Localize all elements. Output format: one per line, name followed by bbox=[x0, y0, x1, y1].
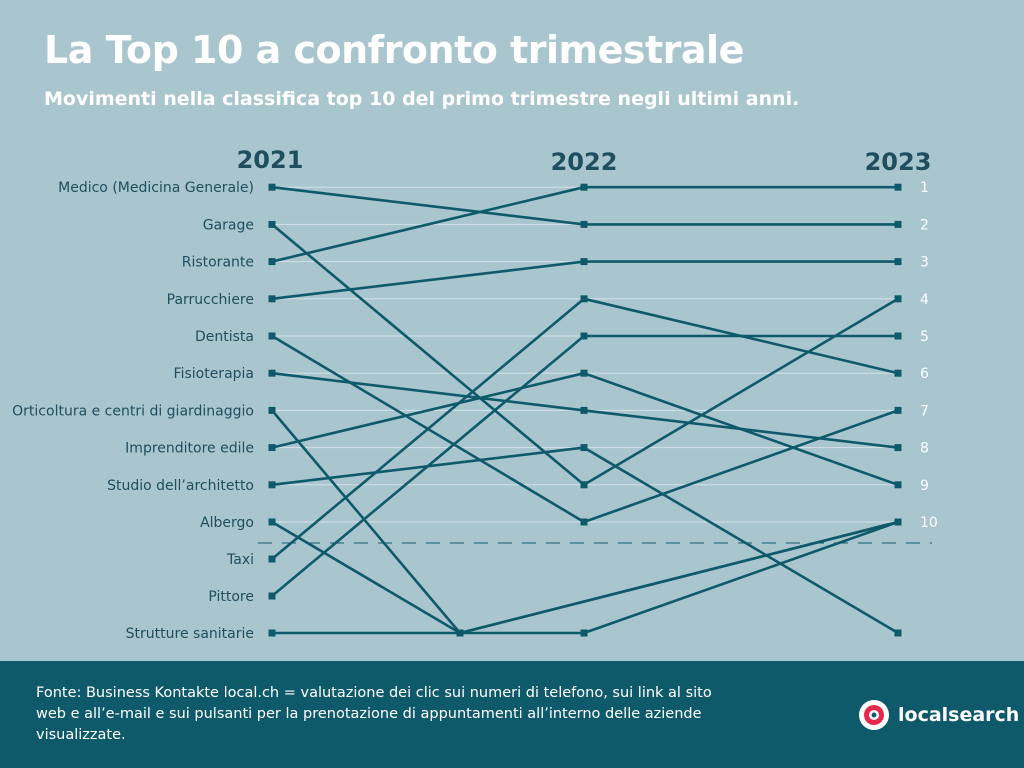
category-label: Orticoltura e centri di giardinaggio bbox=[12, 403, 254, 419]
series-point bbox=[268, 220, 276, 228]
series-point bbox=[268, 406, 276, 414]
year-label-2022: 2022 bbox=[551, 148, 618, 176]
series-point bbox=[580, 481, 588, 489]
localsearch-logo-icon bbox=[859, 700, 889, 730]
series-point bbox=[456, 629, 464, 637]
category-label: Strutture sanitarie bbox=[126, 626, 254, 642]
series-line bbox=[272, 520, 899, 635]
series-point bbox=[894, 481, 902, 489]
category-label: Imprenditore edile bbox=[125, 441, 254, 457]
series-point bbox=[268, 332, 276, 340]
series-point bbox=[580, 332, 588, 340]
rank-label-3: 3 bbox=[920, 255, 929, 271]
rank-label-5: 5 bbox=[920, 329, 929, 345]
series-point bbox=[268, 592, 276, 600]
series-point bbox=[268, 258, 276, 266]
category-label: Fisioterapia bbox=[174, 366, 254, 382]
series-point bbox=[580, 183, 588, 191]
category-label: Albergo bbox=[200, 515, 254, 531]
series-point bbox=[894, 220, 902, 228]
series-point bbox=[894, 183, 902, 191]
series-point bbox=[580, 295, 588, 303]
footer: Fonte: Business Kontakte local.ch = valu… bbox=[0, 661, 1024, 768]
series-point bbox=[894, 258, 902, 266]
logo-text: localsearch bbox=[898, 704, 1020, 726]
series-point bbox=[268, 629, 276, 637]
series-point bbox=[268, 183, 276, 191]
series-line bbox=[271, 446, 899, 635]
series-point bbox=[894, 295, 902, 303]
rank-label-6: 6 bbox=[920, 366, 929, 382]
rank-label-2: 2 bbox=[920, 217, 929, 233]
category-label: Pittore bbox=[208, 589, 254, 605]
series-point bbox=[268, 369, 276, 377]
category-label: Taxi bbox=[226, 552, 254, 568]
year-label-2021: 2021 bbox=[237, 146, 304, 174]
series-point bbox=[580, 444, 588, 452]
series-point bbox=[268, 295, 276, 303]
series-point bbox=[580, 406, 588, 414]
year-label-2023: 2023 bbox=[865, 148, 932, 176]
series-point bbox=[894, 518, 902, 526]
rank-label-1: 1 bbox=[920, 180, 929, 196]
series-point bbox=[894, 406, 902, 414]
rank-label-7: 7 bbox=[920, 403, 929, 419]
bump-chart: 2021 2022 2023 1 2 3 4 5 6 7 8 9 10 Medico (Medicina … bbox=[12, 146, 938, 642]
category-label: Garage bbox=[203, 217, 254, 233]
series-line bbox=[271, 334, 899, 524]
chart-subtitle: Movimenti nella classifica top 10 del pr… bbox=[44, 88, 800, 110]
series-point bbox=[268, 555, 276, 563]
series-point bbox=[894, 444, 902, 452]
series-point bbox=[580, 369, 588, 377]
localsearch-logo[interactable]: localsearch bbox=[858, 699, 1019, 731]
series-point bbox=[268, 444, 276, 452]
series-point bbox=[894, 332, 902, 340]
series-line bbox=[271, 371, 899, 487]
rank-label-8: 8 bbox=[920, 441, 929, 457]
series-point bbox=[580, 629, 588, 637]
category-label: Parrucchiere bbox=[167, 292, 254, 308]
category-label: Medico (Medicina Generale) bbox=[58, 180, 254, 196]
series-point bbox=[580, 518, 588, 526]
rank-label-4: 4 bbox=[920, 292, 929, 308]
rank-label-10: 10 bbox=[920, 515, 938, 531]
series-point bbox=[268, 481, 276, 489]
series-point bbox=[580, 220, 588, 228]
category-label: Dentista bbox=[195, 329, 254, 345]
series-point bbox=[894, 369, 902, 377]
rank-label-9: 9 bbox=[920, 478, 929, 494]
series-point bbox=[894, 629, 902, 637]
chart-title: La Top 10 a confronto trimestrale bbox=[44, 28, 744, 72]
category-label: Ristorante bbox=[182, 255, 254, 271]
series-line bbox=[271, 260, 898, 301]
source-note: Fonte: Business Kontakte local.ch = valu… bbox=[36, 685, 712, 743]
category-label: Studio dell’architetto bbox=[107, 478, 254, 494]
series-line bbox=[271, 185, 898, 226]
series-point bbox=[580, 258, 588, 266]
series-point bbox=[268, 518, 276, 526]
